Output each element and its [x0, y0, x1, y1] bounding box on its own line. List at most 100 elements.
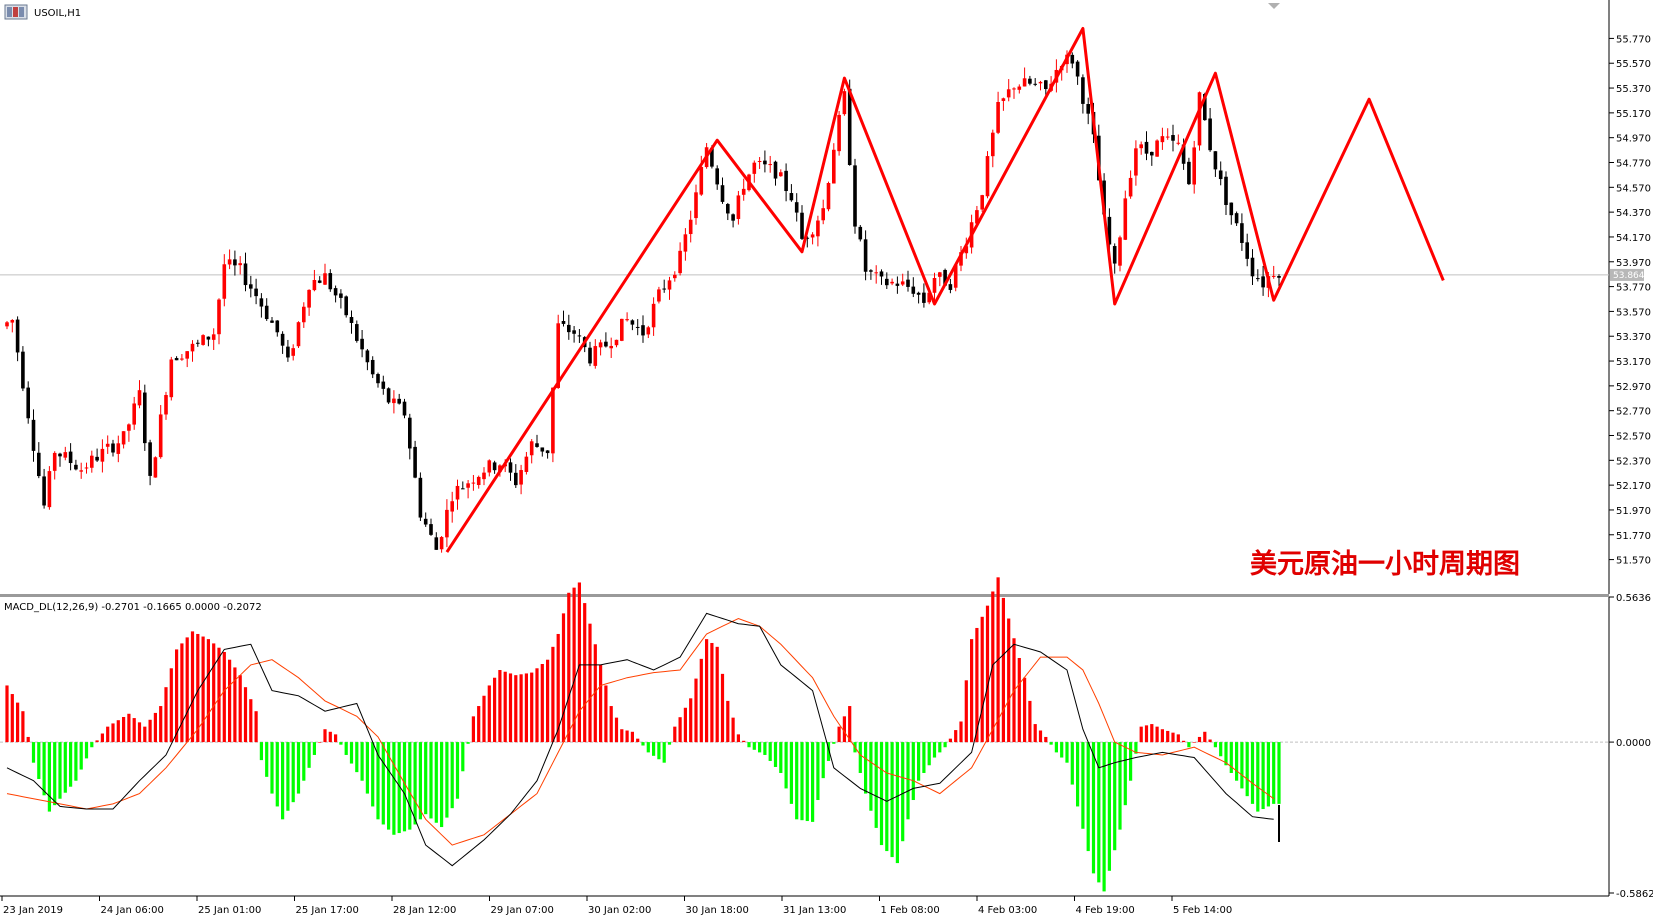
candle-body [1139, 144, 1143, 149]
macd-histogram-bar [980, 616, 984, 743]
macd-histogram-bar [217, 647, 221, 743]
macd-histogram-bar [1102, 742, 1106, 892]
time-tick-label: 1 Feb 08:00 [881, 905, 940, 916]
price-tick-label: 52.970 [1616, 382, 1651, 393]
macd-histogram-bar [1065, 742, 1069, 763]
candle-body [190, 343, 195, 352]
macd-histogram-bar [434, 742, 438, 823]
candle-body [37, 452, 41, 477]
price-tick-label: 54.970 [1616, 134, 1651, 145]
macd-histogram-bar [365, 742, 369, 794]
macd-histogram-bar [911, 742, 915, 801]
candle-body [529, 441, 534, 456]
candle-body [662, 288, 666, 290]
price-pane[interactable]: 55.770 55.570 55.370 55.170 54.970 54.770 54.5… [0, 0, 1651, 594]
candle-body [906, 279, 910, 287]
macd-histogram-bar [1150, 724, 1154, 743]
macd-histogram-bar [922, 742, 926, 773]
macd-histogram-bar [254, 711, 258, 743]
time-tick-label: 5 Feb 14:00 [1173, 905, 1232, 916]
candle-body [1234, 213, 1239, 224]
candle-body [1128, 177, 1133, 197]
candle-body [1150, 151, 1154, 156]
macd-histogram-bar [599, 664, 603, 743]
price-tick-label: 51.970 [1616, 506, 1651, 517]
macd-histogram-bar [747, 742, 751, 748]
price-tick-label: 52.170 [1616, 481, 1651, 492]
candle-body [461, 488, 465, 490]
candle-body [1028, 78, 1032, 84]
candle-body [418, 477, 423, 518]
candle-body [259, 298, 264, 307]
candle-body [858, 226, 863, 240]
price-tick-label: 51.770 [1616, 531, 1651, 542]
candle-body [111, 443, 115, 453]
candle-body [1271, 275, 1276, 277]
macd-histogram-bar [1245, 742, 1249, 797]
candle-body [1033, 83, 1037, 85]
candle-body [975, 210, 979, 224]
price-tick-label: 55.170 [1616, 109, 1651, 120]
candle-body [821, 208, 825, 221]
candle-body [869, 270, 873, 272]
macd-histogram-bar [1076, 742, 1080, 807]
candle-body [635, 326, 640, 328]
price-tick-label: 52.770 [1616, 407, 1651, 418]
macd-histogram-bar [773, 742, 778, 767]
macd-histogram-bar [5, 685, 9, 743]
candle-body [323, 273, 327, 285]
candle-body [143, 392, 147, 444]
macd-histogram-bar [1197, 736, 1202, 743]
macd-histogram-bar [699, 658, 703, 743]
macd-histogram-bar [1081, 742, 1085, 829]
candle-body [699, 166, 704, 195]
candle-body [169, 359, 174, 398]
candle-body [789, 193, 794, 201]
candle-body [577, 335, 582, 337]
macd-histogram-bar [1250, 742, 1255, 804]
macd-histogram-bar [323, 729, 327, 743]
macd-histogram-bar [959, 721, 963, 743]
macd-histogram-bar [789, 742, 793, 804]
candle-body [1187, 161, 1191, 185]
candle-body [26, 387, 30, 419]
candle-body [15, 319, 20, 353]
macd-histogram-bar [864, 742, 868, 794]
macd-histogram-bar [662, 742, 666, 763]
chart-window-icon[interactable] [4, 4, 28, 20]
candle-body [1250, 257, 1255, 277]
candle-body [715, 168, 719, 185]
macd-histogram-bar [1134, 742, 1138, 754]
macd-histogram-bar [1155, 726, 1159, 743]
candle-body [572, 330, 576, 334]
macd-histogram-bar [84, 742, 89, 759]
macd-histogram-bar [1219, 742, 1223, 757]
time-tick-label: 28 Jan 12:00 [393, 905, 456, 916]
macd-histogram-bar [1240, 742, 1244, 789]
candle-body [736, 195, 741, 219]
candle-body [95, 456, 99, 461]
macd-pane[interactable]: 0.5636 0.0000 -0.5862 MACD_DL(12,26,9) -0.… [0, 577, 1653, 900]
price-tick-label: 53.770 [1616, 283, 1651, 294]
candle-body [614, 339, 619, 346]
macd-histogram-bar [148, 719, 152, 743]
macd-histogram-bar [90, 742, 94, 748]
price-tick-label: 55.770 [1616, 34, 1651, 45]
macd-histogram-bar [1261, 742, 1265, 810]
candle-body [1075, 61, 1080, 77]
candle-body [847, 88, 852, 165]
macd-histogram-bar [1203, 731, 1207, 743]
macd-histogram-bar [609, 706, 613, 743]
candle-body [1192, 147, 1196, 185]
macd-histogram-bar [1144, 725, 1149, 743]
shift-marker-icon[interactable] [1268, 3, 1280, 9]
candle-body [344, 296, 348, 316]
candle-body [964, 246, 969, 254]
pane-separator[interactable] [0, 594, 1609, 597]
candle-body [408, 417, 412, 449]
candle-body [206, 336, 211, 340]
candle-body [667, 280, 672, 290]
macd-histogram-bar [1235, 742, 1239, 781]
candle-body [731, 214, 735, 221]
